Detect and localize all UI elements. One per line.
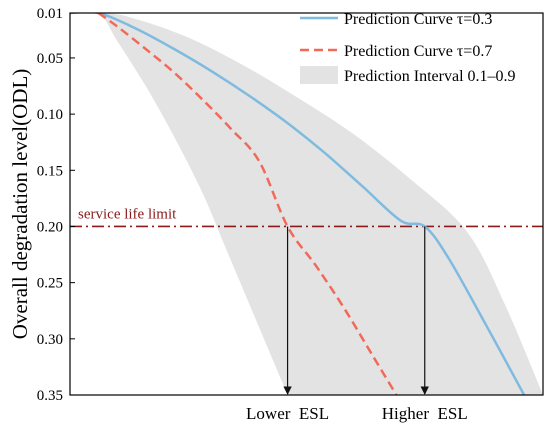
legend-label-interval: Prediction Interval 0.1–0.9 bbox=[344, 68, 516, 85]
y-axis-label: Overall degradation level(ODL) bbox=[8, 69, 32, 340]
legend-label-series-1: Prediction Curve τ=0.3 bbox=[344, 11, 492, 28]
plot-area bbox=[70, 13, 543, 395]
x-axis-tick-labels: Lower ESL Higher ESL bbox=[246, 404, 468, 423]
y-tick-label: 0.25 bbox=[37, 276, 63, 292]
legend-swatch-interval bbox=[300, 66, 338, 84]
threshold-label: service life limit bbox=[78, 206, 177, 222]
y-tick-label: 0.30 bbox=[37, 332, 63, 348]
y-tick-label: 0.10 bbox=[37, 107, 63, 123]
x-tick-label: Lower ESL bbox=[246, 404, 329, 423]
y-tick-label: 0.20 bbox=[37, 219, 63, 235]
x-tick-label: Higher ESL bbox=[382, 404, 468, 423]
legend: Prediction Curve τ=0.3 Prediction Curve … bbox=[300, 11, 516, 85]
y-tick-label: 0.05 bbox=[37, 51, 63, 67]
y-tick-label: 0.15 bbox=[37, 163, 63, 179]
y-tick-label: 0.35 bbox=[37, 388, 63, 404]
y-axis-ticks: 0.01 0.05 0.10 0.15 0.20 0.25 0.30 0.35 bbox=[37, 6, 75, 404]
series-line-2 bbox=[97, 13, 398, 395]
y-tick-label: 0.01 bbox=[37, 6, 63, 22]
series-line-1 bbox=[70, 13, 526, 395]
legend-label-series-2: Prediction Curve τ=0.7 bbox=[344, 43, 492, 60]
axes-frame bbox=[69, 12, 544, 396]
